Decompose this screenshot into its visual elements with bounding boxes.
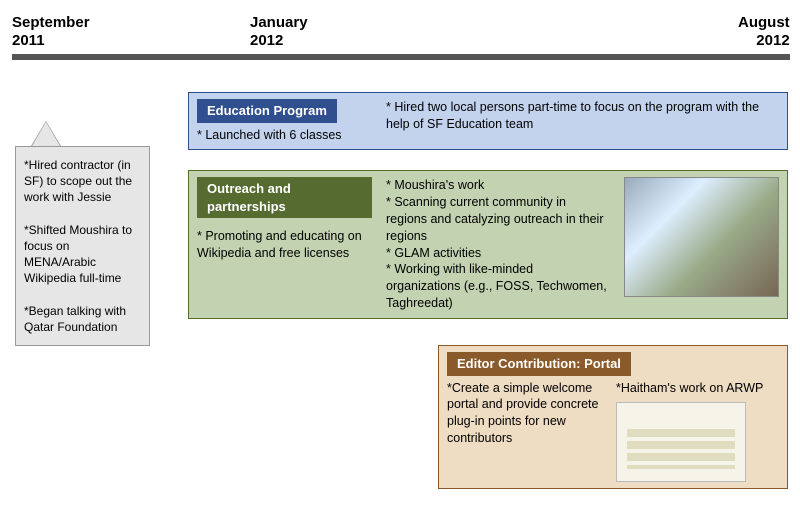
callout-item: *Shifted Moushira to focus on MENA/Arabi… (24, 222, 141, 287)
arwp-screenshot (616, 402, 746, 482)
callout-item: *Hired contractor (in SF) to scope out t… (24, 157, 141, 206)
outreach-item: * Moushira's work (386, 177, 610, 194)
date-sep-2011: September2011 (12, 14, 90, 50)
outreach-left-text: * Promoting and educating on Wikipedia a… (197, 228, 372, 262)
sep-2011-callout: *Hired contractor (in SF) to scope out t… (15, 146, 150, 346)
editor-left-text: *Create a simple welcome portal and prov… (447, 380, 602, 448)
outreach-item: * GLAM activities (386, 245, 610, 262)
education-left-text: * Launched with 6 classes (197, 127, 372, 144)
timeline-bar (12, 54, 790, 60)
callout-item: *Began talking with Qatar Foundation (24, 303, 141, 335)
outreach-box: Outreach and partnerships * Promoting an… (188, 170, 788, 319)
editor-title: Editor Contribution: Portal (447, 352, 631, 376)
callout-tail (32, 122, 60, 146)
outreach-item: * Working with like-minded organizations… (386, 261, 610, 312)
outreach-title: Outreach and partnerships (197, 177, 372, 218)
education-box: Education Program * Launched with 6 clas… (188, 92, 788, 150)
editor-box: Editor Contribution: Portal *Create a si… (438, 345, 788, 489)
education-right-text: * Hired two local persons part-time to f… (386, 99, 779, 133)
outreach-photo (624, 177, 779, 297)
editor-right-text: *Haitham's work on ARWP (616, 380, 779, 397)
date-jan-2012: January2012 (250, 14, 308, 50)
outreach-item: * Scanning current community in regions … (386, 194, 610, 245)
outreach-right-list: * Moushira's work * Scanning current com… (386, 177, 610, 312)
date-aug-2012: August2012 (738, 14, 790, 50)
education-title: Education Program (197, 99, 337, 123)
